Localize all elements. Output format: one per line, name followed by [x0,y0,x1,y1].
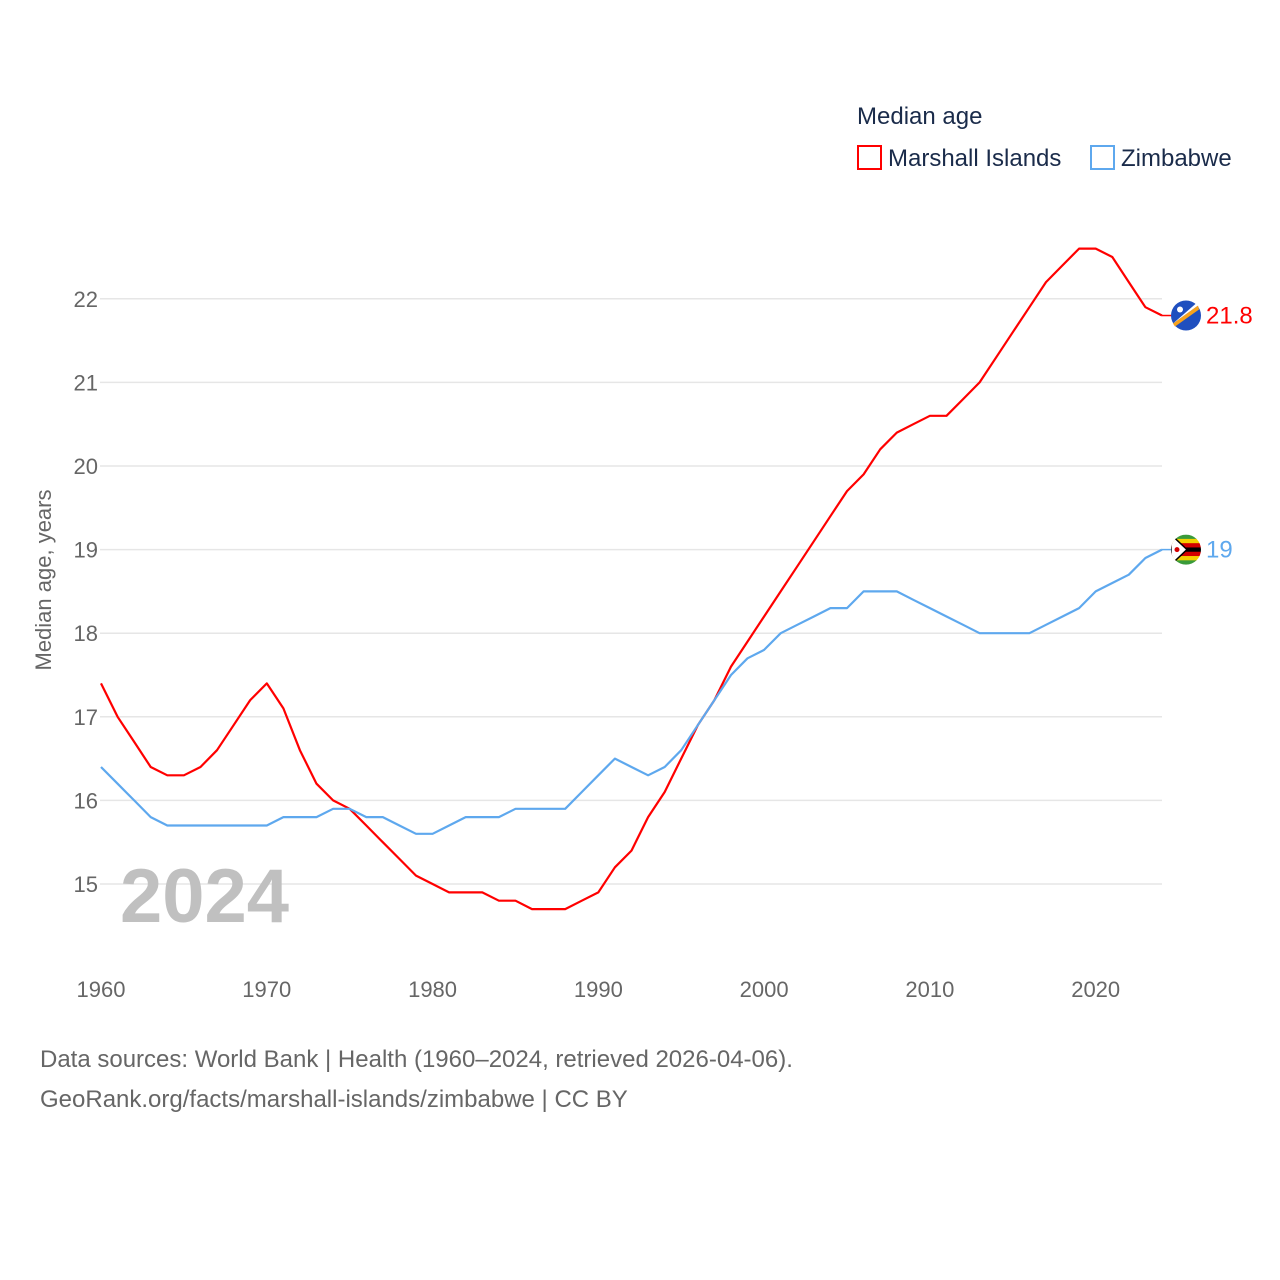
legend-title: Median age [857,103,982,130]
y-tick-label: 15 [74,872,98,897]
series-lines [100,247,1163,911]
y-tick-label: 18 [74,621,98,646]
flag-stripe [1171,556,1201,561]
end-value-label: 19 [1206,537,1233,564]
flag-stripe [1171,534,1201,540]
legend-label: Marshall Islands [888,145,1061,172]
data-source-note: Data sources: World Bank | Health (1960–… [40,1046,793,1073]
y-axis-ticks: 15 16 17 18 19 20 21 22 [74,287,98,897]
flag-stripe [1171,543,1201,548]
flag-stripe [1171,551,1201,557]
x-axis-ticks: 1960 1970 1980 1990 2000 2010 2020 [77,977,1121,1002]
x-tick-label: 1990 [574,977,623,1002]
x-tick-label: 2000 [740,977,789,1002]
legend-item-zimbabwe[interactable]: Zimbabwe [1090,145,1232,172]
year-watermark: 2024 [120,854,289,939]
grid-lines [100,298,1162,885]
x-tick-label: 2010 [905,977,954,1002]
y-tick-label: 16 [74,788,98,813]
legend-swatch [857,145,882,170]
y-tick-label: 21 [74,370,98,395]
y-tick-label: 17 [74,705,98,730]
legend-swatch [1090,145,1115,170]
end-labels: 21.8 19 [1162,300,1253,565]
x-tick-label: 1970 [242,977,291,1002]
y-tick-label: 22 [74,287,98,312]
end-value-label: 21.8 [1206,303,1253,330]
flag-stripe [1173,305,1199,327]
flag-stripe [1171,560,1201,565]
series-line-marshall-islands [100,247,1163,911]
x-tick-label: 1980 [408,977,457,1002]
series-line-zimbabwe [100,548,1163,835]
legend-label: Zimbabwe [1121,145,1232,172]
x-tick-label: 2020 [1071,977,1120,1002]
y-tick-label: 20 [74,454,98,479]
y-axis-label: Median age, years [31,490,56,671]
flag-stripe [1171,538,1201,544]
flag-star [1177,306,1183,313]
legend-item-marshall-islands[interactable]: Marshall Islands [857,145,1061,172]
flag-star [1174,547,1180,553]
flag-stripe [1173,303,1198,324]
source-link[interactable]: GeoRank.org/facts/marshall-islands/zimba… [40,1086,628,1113]
y-tick-label: 19 [74,538,98,563]
x-tick-label: 1960 [77,977,126,1002]
